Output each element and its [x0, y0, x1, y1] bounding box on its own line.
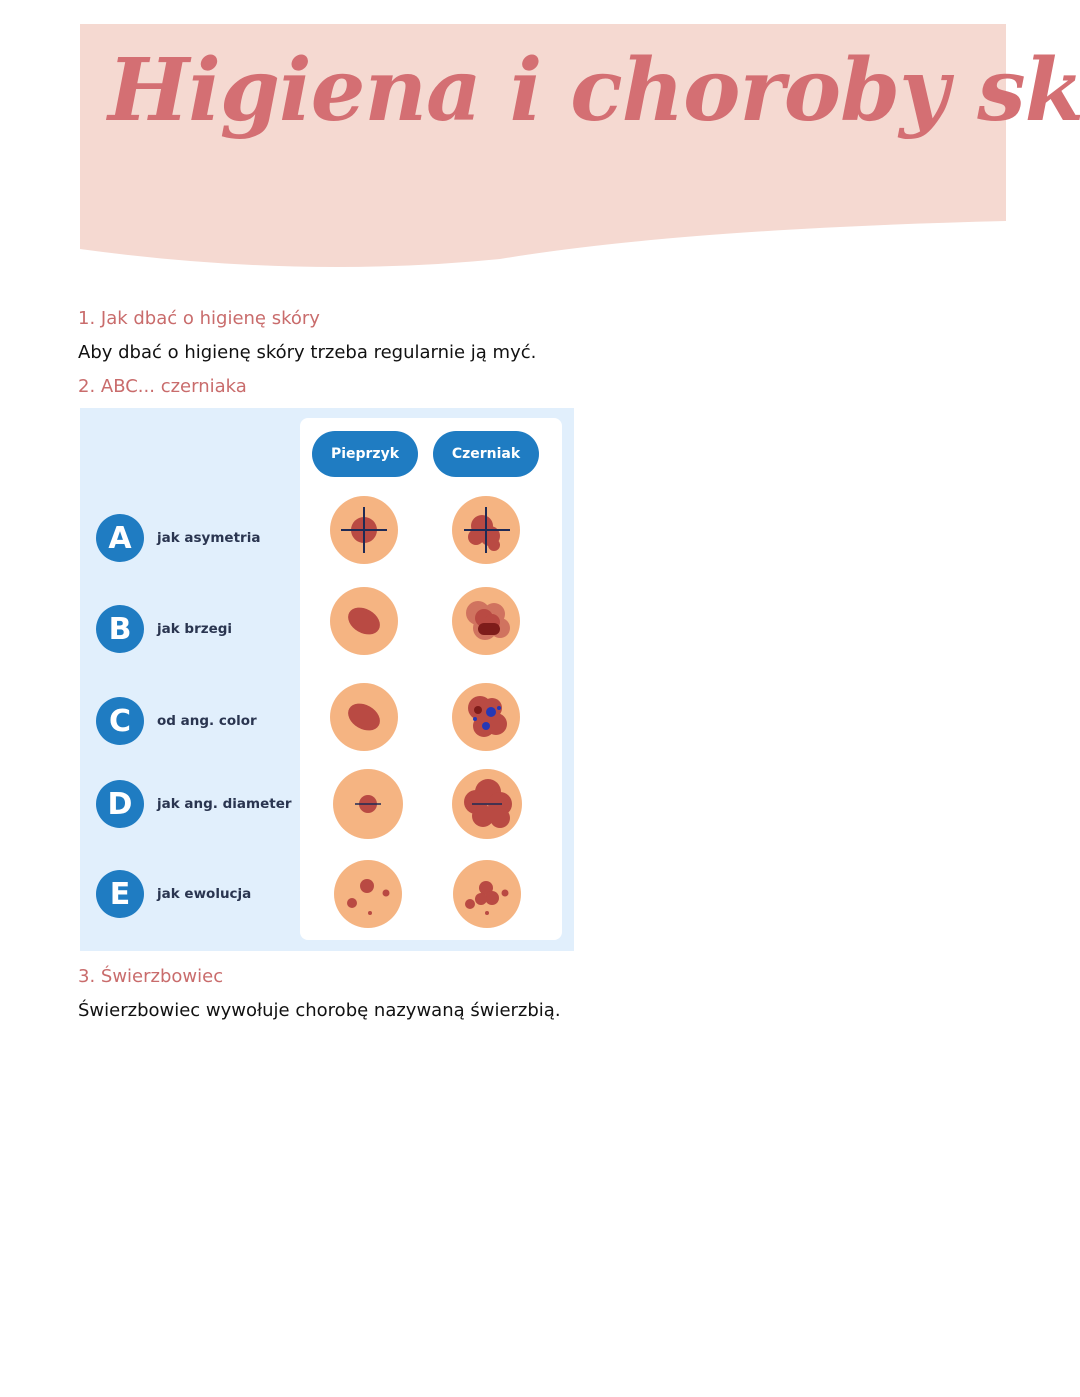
- letter-badge: A: [96, 514, 144, 562]
- row-label: jak ang. diameter: [157, 796, 292, 812]
- column-label-mole: Pieprzyk: [312, 431, 418, 477]
- border-melanoma: [466, 601, 510, 640]
- border-mole: [348, 607, 380, 635]
- row-label: jak brzegi: [157, 621, 233, 637]
- row-label: jak asymetria: [157, 530, 261, 546]
- letter-badge: B: [96, 605, 144, 653]
- evolution-melanoma: [465, 881, 509, 915]
- diameter-mole: [355, 795, 381, 813]
- page-title: Higiena i choroby skóry: [108, 40, 1080, 141]
- row-label: jak ewolucja: [157, 886, 252, 902]
- title-banner: [80, 24, 1006, 267]
- asymmetry-mole: [341, 507, 387, 553]
- letter-badge: C: [96, 697, 144, 745]
- letter-badge: E: [96, 870, 144, 918]
- row-label: od ang. color: [157, 713, 257, 729]
- section-text: Świerzbowiec wywołuje chorobę nazywaną ś…: [78, 1000, 561, 1021]
- section-heading: 1. Jak dbać o higienę skóry: [78, 308, 320, 329]
- asymmetry-melanoma: [464, 507, 510, 553]
- evolution-mole: [347, 879, 390, 915]
- mole-illustrations: [330, 496, 522, 928]
- diameter-melanoma: [464, 779, 512, 828]
- section-text: Aby dbać o higienę skóry trzeba regularn…: [78, 342, 537, 363]
- color-melanoma: [468, 696, 507, 737]
- letter-badge: D: [96, 780, 144, 828]
- section-heading: 2. ABC... czerniaka: [78, 376, 247, 397]
- column-label-melanoma: Czerniak: [433, 431, 539, 477]
- color-mole: [348, 703, 380, 731]
- section-heading: 3. Świerzbowiec: [78, 966, 224, 987]
